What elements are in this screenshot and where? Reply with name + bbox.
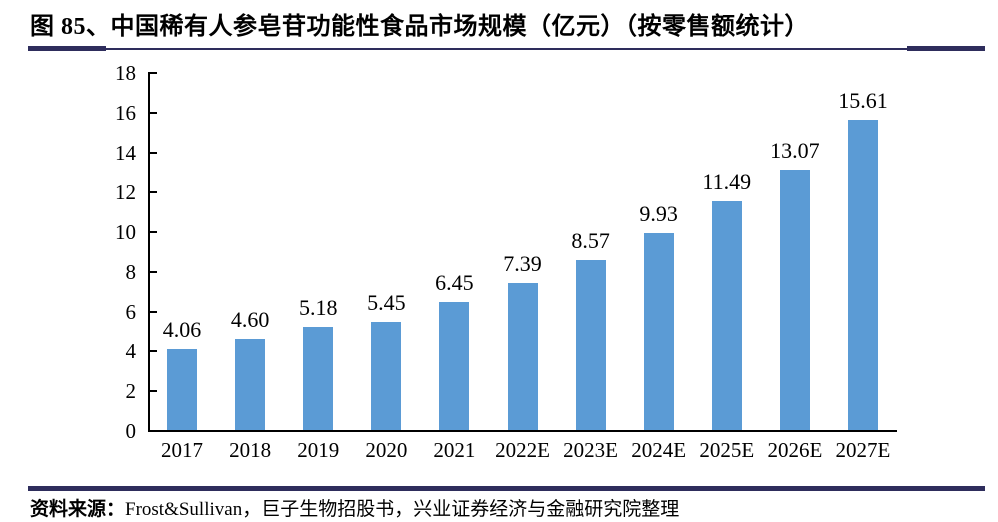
source-label: 资料来源： (30, 499, 126, 520)
bar-value-label: 15.61 (838, 87, 888, 113)
x-axis-category-label: 2017 (161, 438, 204, 462)
bar-value-label: 4.06 (162, 317, 202, 343)
footer-rule (28, 486, 985, 491)
y-axis-tick (150, 390, 157, 393)
x-axis-category-label: 2023E (563, 438, 618, 462)
x-axis-category-label: 2027E (835, 438, 891, 462)
figure-title: 图 85、中国稀有人参皂苷功能性食品市场规模（亿元）（按零售额统计） (30, 14, 809, 40)
bar-2018 (235, 338, 266, 430)
bar-value-label: 5.18 (298, 294, 338, 320)
y-axis-tick (150, 151, 157, 154)
bar-value-label: 11.49 (702, 169, 752, 195)
x-axis-category-label: 2024E (631, 438, 687, 462)
y-axis (148, 72, 150, 432)
y-axis-tick-label: 2 (125, 379, 137, 404)
y-axis-tick (150, 310, 157, 313)
y-axis-tick-label: 12 (115, 180, 136, 205)
y-axis-tick (150, 191, 157, 194)
bar-value-label: 8.57 (571, 227, 610, 253)
bar-2024E (643, 232, 674, 430)
y-axis-tick-label: 6 (125, 299, 137, 324)
x-axis-category-label: 2022E (495, 438, 550, 462)
x-axis (148, 430, 897, 432)
y-axis-tick-label: 16 (115, 100, 136, 125)
title-rule-left-cap (28, 46, 106, 51)
bar-2022E (507, 283, 538, 430)
title-rule (28, 48, 985, 50)
y-axis-tick (150, 430, 157, 432)
bar-2027E (847, 119, 878, 430)
bar-chart: 0 2 4 6 8 10 12 14 16 18 4.06 2017 4.60 2018 5.18 2019 5… (115, 61, 897, 462)
bar-2017 (167, 349, 198, 430)
x-axis-category-label: 2021 (433, 438, 476, 462)
x-axis-category-label: 2018 (229, 438, 272, 462)
source-line: 资料来源：Frost&Sullivan，巨子生物招股书，兴业证券经济与金融研究院… (30, 494, 679, 521)
bar-value-label: 9.93 (639, 200, 678, 226)
y-axis-tick-label: 10 (115, 220, 136, 245)
bar-value-label: 5.45 (367, 289, 406, 315)
bar-2021 (439, 301, 470, 430)
y-axis-tick-label: 4 (125, 339, 137, 364)
bar-2025E (711, 201, 742, 430)
x-axis-category-label: 2020 (365, 438, 408, 462)
bar-value-label: 13.07 (770, 138, 820, 164)
y-axis-tick (150, 350, 157, 353)
bar-value-label: 7.39 (503, 251, 542, 277)
x-axis-category-label: 2019 (297, 438, 340, 462)
y-axis-tick-label: 8 (125, 259, 137, 284)
y-axis-tick (150, 270, 157, 273)
y-axis-tick (150, 231, 157, 234)
bar-2020 (371, 321, 402, 430)
x-axis-category-label: 2026E (767, 438, 823, 462)
y-axis-tick-label: 0 (125, 419, 137, 443)
y-axis-tick (150, 111, 157, 114)
y-axis-tick (150, 72, 157, 74)
y-axis-tick-label: 14 (115, 140, 136, 165)
bar-value-label: 4.60 (230, 306, 270, 332)
bar-2026E (779, 170, 810, 430)
bar-2023E (575, 259, 606, 430)
title-rule-right-cap (907, 46, 985, 51)
x-axis-category-label: 2025E (699, 438, 755, 462)
bar-2019 (303, 326, 334, 430)
bar-value-label: 6.45 (435, 269, 474, 295)
source-text: Frost&Sullivan，巨子生物招股书，兴业证券经济与金融研究院整理 (125, 499, 680, 520)
y-axis-tick-label: 18 (115, 61, 136, 85)
